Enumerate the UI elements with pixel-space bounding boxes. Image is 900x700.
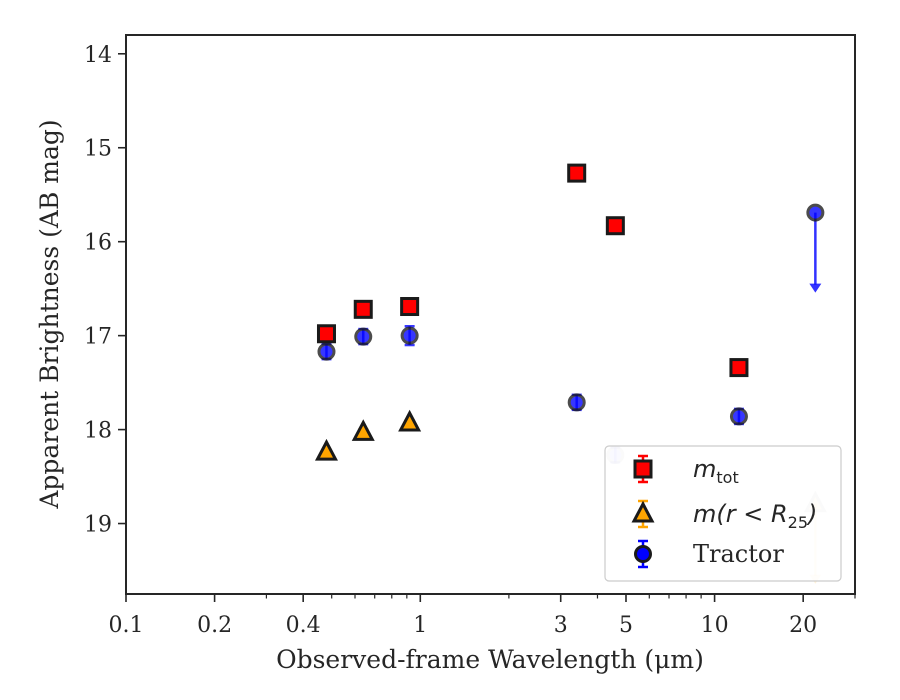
y-tick-label: 17 xyxy=(84,325,112,350)
square-marker xyxy=(567,163,587,183)
legend-circle-marker xyxy=(634,545,652,563)
y-axis-label: Apparent Brightness (AB mag) xyxy=(35,119,64,509)
x-tick-label: 0.4 xyxy=(286,613,321,638)
x-tick-label: 1 xyxy=(413,613,427,638)
triangle-marker xyxy=(398,409,422,432)
triangle-marker xyxy=(351,419,375,441)
legend-triangle-marker xyxy=(631,500,655,523)
legend-label: m(r < R25) xyxy=(693,500,817,532)
x-tick-label: 3 xyxy=(554,613,568,638)
x-tick-label: 0.1 xyxy=(109,613,144,638)
legend-square-marker xyxy=(633,459,653,479)
y-tick-label: 16 xyxy=(84,231,112,256)
circle-marker xyxy=(354,327,373,346)
circle-marker xyxy=(806,203,825,222)
square-marker xyxy=(605,216,625,236)
legend-box xyxy=(604,445,842,582)
square-marker xyxy=(353,299,373,319)
legend-label: Tractor xyxy=(693,540,784,568)
square-marker xyxy=(316,324,336,344)
x-tick-label: 10 xyxy=(701,613,729,638)
upper-limit-arrowhead xyxy=(809,283,822,293)
legend-label: mtot xyxy=(693,455,739,487)
square-marker xyxy=(400,297,420,317)
circle-marker xyxy=(400,326,419,345)
y-tick-label: 18 xyxy=(84,419,112,444)
square-marker xyxy=(729,358,749,378)
circle-marker xyxy=(729,407,748,426)
triangle-marker xyxy=(314,438,338,461)
plot-frame xyxy=(125,34,856,595)
legend: mtot m(r < R25) Tractor xyxy=(604,445,842,582)
circle-marker xyxy=(567,393,586,412)
x-tick-label: 20 xyxy=(789,613,817,638)
axis-ticks: 0.1 0.2 0.4 1 3 5 10 20 14 15 16 17 18 19 xyxy=(84,43,856,638)
circle-marker xyxy=(317,342,336,361)
x-tick-label: 5 xyxy=(619,613,633,638)
y-tick-label: 19 xyxy=(84,513,112,538)
x-axis-label: Observed-frame Wavelength (μm) xyxy=(276,645,704,674)
x-tick-label: 0.2 xyxy=(197,613,232,638)
y-tick-label: 15 xyxy=(84,137,112,162)
y-tick-label: 14 xyxy=(84,43,112,68)
